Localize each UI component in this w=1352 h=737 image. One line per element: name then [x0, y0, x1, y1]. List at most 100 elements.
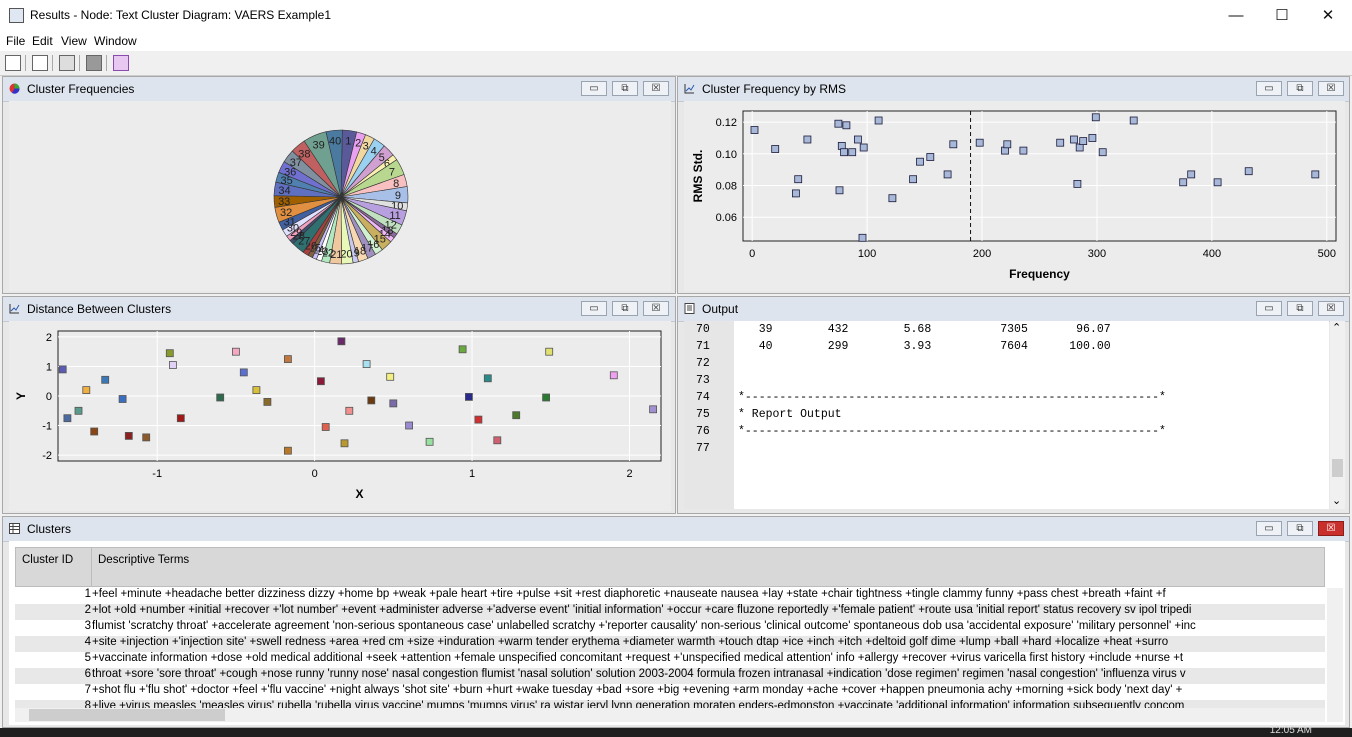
column-header-descriptive-terms[interactable]: Descriptive Terms — [98, 554, 190, 566]
scrollbar-thumb[interactable] — [1332, 459, 1343, 477]
cluster-frequency-by-rms-panel: Cluster Frequency by RMS ▭ ⧉ ☒ 0 100 200 30… — [677, 76, 1350, 294]
panel-header: Distance Between Clusters ▭ ⧉ ☒ — [3, 297, 675, 322]
new-document-icon[interactable] — [5, 55, 21, 71]
data-point — [493, 436, 502, 445]
data-point — [649, 405, 657, 414]
pie-slice-label: 6 — [384, 158, 390, 170]
panel-close-button[interactable]: ☒ — [1318, 521, 1344, 536]
panel-restore-button[interactable]: ⧉ — [612, 81, 638, 96]
properties-icon[interactable] — [32, 55, 48, 71]
data-point — [283, 355, 292, 363]
data-point — [405, 421, 414, 430]
pie-slice-label: 9 — [395, 190, 401, 202]
table-row[interactable]: 8 +live +virus measles 'measles virus' ru… — [15, 700, 1325, 708]
cluster-frequencies-pie-chart: 1 2 3 45 67891011121314151617181920212223242… — [273, 129, 409, 265]
pie-chart-icon — [9, 83, 20, 94]
panel-minimize-button[interactable]: ▭ — [1256, 521, 1282, 536]
close-window-button[interactable]: ✕ — [1321, 7, 1335, 24]
menu-file[interactable]: File — [6, 34, 26, 48]
menu-view[interactable]: View — [61, 34, 87, 48]
panel-restore-button[interactable]: ⧉ — [1287, 521, 1313, 536]
table-row[interactable]: 7 +shot flu +'flu shot' +doctor +feel +'f… — [15, 684, 1325, 700]
pie-slice-label: 7 — [389, 166, 395, 178]
table-row[interactable]: 5 +vaccinate information +dose +old medic… — [15, 652, 1325, 668]
panel-header: Cluster Frequencies ▭ ⧉ ☒ — [3, 77, 675, 102]
pie-slice-label: 5 — [379, 152, 385, 164]
panel-minimize-button[interactable]: ▭ — [581, 81, 607, 96]
panel-minimize-button[interactable]: ▭ — [1256, 301, 1282, 316]
scroll-up-icon[interactable]: ⌃ — [1332, 322, 1342, 334]
column-header-cluster-id[interactable]: Cluster ID — [16, 548, 92, 586]
maximize-window-button[interactable]: ☐ — [1275, 7, 1289, 24]
panel-minimize-button[interactable]: ▭ — [1256, 81, 1282, 96]
panel-restore-button[interactable]: ⧉ — [1287, 301, 1313, 316]
x-tick-label: 200 — [973, 248, 991, 260]
scrollbar-thumb[interactable] — [29, 709, 225, 721]
data-point — [1003, 140, 1012, 149]
data-point — [458, 345, 467, 354]
x-tick-label: -1 — [152, 468, 162, 480]
data-point — [609, 371, 618, 380]
data-point — [101, 375, 110, 384]
data-point — [916, 157, 924, 166]
panel-minimize-button[interactable]: ▭ — [581, 301, 607, 316]
output-vertical-scrollbar[interactable]: ⌃ ⌄ — [1330, 321, 1345, 509]
pie-slice — [325, 129, 343, 198]
data-point — [888, 194, 897, 203]
panel-title: Cluster Frequency by RMS — [702, 82, 847, 96]
data-point — [425, 437, 434, 446]
clusters-horizontal-scrollbar[interactable] — [15, 708, 1325, 722]
panel-close-button[interactable]: ☒ — [643, 301, 669, 316]
pie-slice-label: 3 — [363, 141, 369, 153]
data-point — [386, 372, 395, 381]
clusters-panel: Clusters ▭ ⧉ ☒ Cluster ID Descriptive Te… — [2, 516, 1350, 728]
pie-slice-label: 36 — [284, 166, 296, 178]
data-point — [1244, 167, 1253, 176]
data-point — [165, 349, 174, 358]
distance-between-clusters-scatter: -1 0 1 2 2 1 0 -1 -2 X Y — [14, 330, 662, 501]
pie-slice-label: 40 — [329, 135, 341, 147]
pie-slice-label: 27 — [298, 236, 310, 248]
wizard-icon[interactable] — [113, 55, 129, 71]
pie-slice-label: 4 — [371, 145, 377, 157]
scroll-down-icon[interactable]: ⌄ — [1332, 495, 1342, 507]
panel-close-button[interactable]: ☒ — [643, 81, 669, 96]
print-icon[interactable] — [59, 55, 75, 71]
y-tick-label: 0.12 — [716, 117, 737, 129]
taskbar: 12:05 AM — [0, 725, 1352, 737]
toolbar-separator — [52, 55, 53, 71]
output-document-icon — [684, 303, 695, 314]
table-row[interactable]: 3 flumist 'scratchy throat' +accelerate a… — [15, 620, 1325, 636]
x-tick-label: 0 — [749, 248, 755, 260]
panel-restore-button[interactable]: ⧉ — [1287, 81, 1313, 96]
table-row[interactable]: 2 +lot +old +number +initial +recover +'l… — [15, 604, 1325, 620]
data-point — [168, 361, 177, 369]
data-point — [803, 135, 812, 144]
table-row[interactable]: 4 +site +injection +'injection site' +swe… — [15, 636, 1325, 652]
output-text-area[interactable]: 70 39 432 5.68 7305 96.07 71 40 299 3.93… — [684, 321, 1329, 509]
menu-window[interactable]: Window — [94, 34, 137, 48]
data-point — [124, 432, 133, 440]
data-point — [874, 116, 883, 125]
data-point — [464, 393, 473, 401]
clusters-vertical-scrollbar[interactable] — [1327, 588, 1343, 722]
panel-close-button[interactable]: ☒ — [1318, 81, 1344, 96]
data-point — [794, 175, 803, 184]
data-point — [82, 386, 91, 394]
table-row[interactable]: 6 throat +sore 'sore throat' +cough +nose… — [15, 668, 1325, 684]
x-axis-label: X — [355, 487, 363, 501]
data-point — [943, 170, 952, 179]
taskbar-clock: 12:05 AM — [1269, 725, 1312, 736]
panel-close-button[interactable]: ☒ — [1318, 301, 1344, 316]
data-point — [1091, 113, 1100, 122]
panel-restore-button[interactable]: ⧉ — [612, 301, 638, 316]
copy-icon[interactable] — [86, 55, 102, 71]
data-point — [252, 386, 261, 394]
data-point — [859, 143, 868, 152]
table-row[interactable]: 1 +feel +minute +headache better dizzines… — [15, 588, 1325, 604]
data-point — [1187, 170, 1196, 179]
data-point — [90, 427, 99, 436]
menu-edit[interactable]: Edit — [32, 34, 53, 48]
minimize-window-button[interactable]: — — [1228, 7, 1244, 24]
panel-header: Cluster Frequency by RMS ▭ ⧉ ☒ — [678, 77, 1349, 102]
